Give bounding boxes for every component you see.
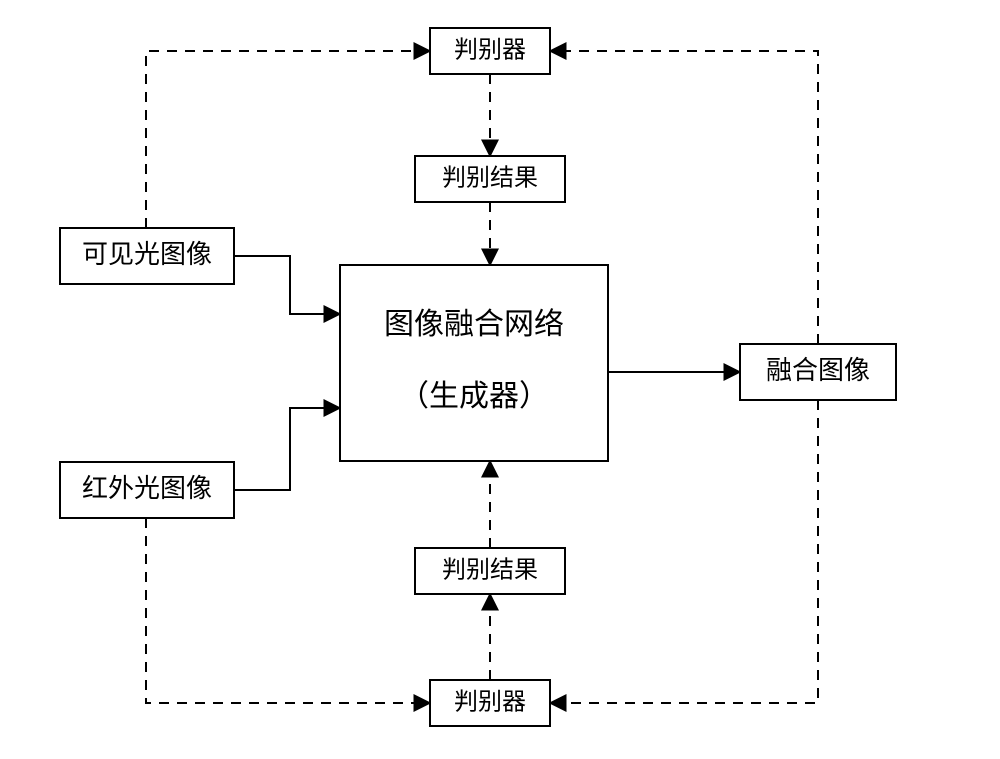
node-discriminator_top: 判别器 (430, 28, 550, 74)
node-infrared_light-label: 红外光图像 (82, 474, 212, 503)
nodes-layer: 可见光图像红外光图像图像融合网络（生成器）融合图像判别器判别器判别结果判别结果 (60, 28, 896, 726)
node-discriminator_top-label: 判别器 (454, 37, 526, 64)
node-visible_light-label: 可见光图像 (82, 240, 212, 269)
flowchart-canvas: 可见光图像红外光图像图像融合网络（生成器）融合图像判别器判别器判别结果判别结果 (0, 0, 1000, 759)
node-fusion_network-label-0: 图像融合网络 (384, 308, 564, 341)
node-discriminator_bottom-label: 判别器 (454, 689, 526, 716)
edge-ir_to_fusion (234, 408, 340, 490)
node-fusion_network: 图像融合网络 （生成器） (340, 265, 608, 461)
node-fused_image: 融合图像 (740, 344, 896, 400)
node-fused_image-label: 融合图像 (766, 356, 870, 385)
node-infrared_light: 红外光图像 (60, 462, 234, 518)
edge-ir_to_botdisc (146, 518, 430, 703)
node-discriminator_bottom: 判别器 (430, 680, 550, 726)
node-visible_light: 可见光图像 (60, 228, 234, 284)
edge-vis_to_topdisc (146, 51, 430, 228)
node-result_bottom-label: 判别结果 (442, 557, 538, 584)
node-result_top: 判别结果 (415, 156, 565, 202)
node-result_top-label: 判别结果 (442, 165, 538, 192)
edge-vis_to_fusion (234, 256, 340, 314)
node-result_bottom: 判别结果 (415, 548, 565, 594)
node-fusion_network-label-1: （生成器） (399, 380, 549, 413)
